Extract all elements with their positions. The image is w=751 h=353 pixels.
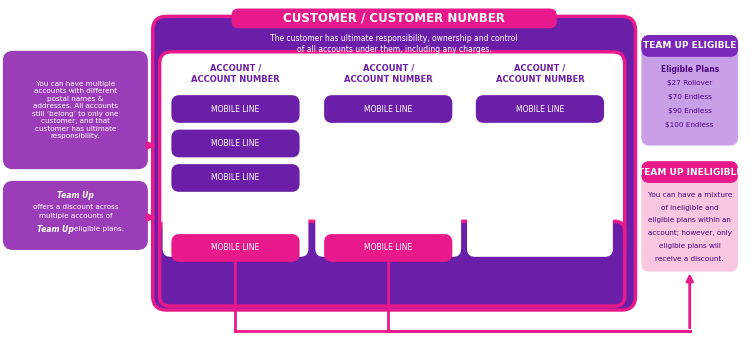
FancyBboxPatch shape	[467, 54, 613, 257]
FancyBboxPatch shape	[152, 16, 635, 310]
FancyBboxPatch shape	[315, 54, 461, 257]
Text: eligible plans will: eligible plans will	[659, 243, 721, 249]
Text: You can have multiple
accounts with different
postal names &
addresses. All acco: You can have multiple accounts with diff…	[32, 81, 119, 139]
Text: $27 Rollover: $27 Rollover	[667, 80, 713, 86]
Text: Team Up: Team Up	[57, 191, 94, 200]
Text: eligible plans within an: eligible plans within an	[648, 217, 731, 223]
FancyBboxPatch shape	[173, 165, 299, 191]
Text: Team Up: Team Up	[38, 225, 74, 234]
FancyBboxPatch shape	[642, 162, 737, 182]
Text: The customer has ultimate responsibility, ownership and control
of all accounts : The customer has ultimate responsibility…	[270, 34, 518, 54]
Text: Eligible Plans: Eligible Plans	[661, 65, 719, 74]
FancyBboxPatch shape	[173, 131, 299, 156]
Text: offers a discount across: offers a discount across	[32, 204, 118, 210]
Text: of ineligible and: of ineligible and	[661, 204, 719, 210]
Text: TEAM UP INELIGIBLE: TEAM UP INELIGIBLE	[638, 168, 742, 176]
Text: ACCOUNT /
ACCOUNT NUMBER: ACCOUNT / ACCOUNT NUMBER	[496, 64, 584, 84]
Text: MOBILE LINE: MOBILE LINE	[211, 139, 260, 148]
Text: receive a discount.: receive a discount.	[656, 256, 724, 262]
FancyBboxPatch shape	[642, 36, 737, 144]
Text: MOBILE LINE: MOBILE LINE	[211, 244, 260, 252]
Text: You can have a mixture: You can have a mixture	[647, 192, 732, 198]
FancyBboxPatch shape	[173, 235, 299, 261]
Text: MOBILE LINE: MOBILE LINE	[364, 244, 412, 252]
FancyBboxPatch shape	[231, 8, 556, 28]
Text: account; however, only: account; however, only	[647, 230, 731, 236]
Text: MOBILE LINE: MOBILE LINE	[211, 173, 260, 183]
FancyBboxPatch shape	[642, 36, 737, 56]
Text: eligible plans.: eligible plans.	[74, 226, 124, 232]
Text: CUSTOMER / CUSTOMER NUMBER: CUSTOMER / CUSTOMER NUMBER	[283, 12, 505, 25]
FancyBboxPatch shape	[642, 162, 737, 271]
Text: ACCOUNT /
ACCOUNT NUMBER: ACCOUNT / ACCOUNT NUMBER	[191, 64, 280, 84]
FancyBboxPatch shape	[162, 54, 309, 257]
FancyBboxPatch shape	[325, 235, 451, 261]
Text: $90 Endless: $90 Endless	[668, 108, 712, 114]
FancyBboxPatch shape	[4, 52, 146, 168]
FancyBboxPatch shape	[160, 221, 625, 306]
Text: MOBILE LINE: MOBILE LINE	[516, 104, 564, 114]
Text: MOBILE LINE: MOBILE LINE	[211, 104, 260, 114]
Text: TEAM UP ELIGIBLE: TEAM UP ELIGIBLE	[643, 41, 737, 50]
Text: MOBILE LINE: MOBILE LINE	[364, 104, 412, 114]
Text: $100 Endless: $100 Endless	[665, 122, 714, 128]
FancyBboxPatch shape	[4, 182, 146, 249]
FancyBboxPatch shape	[477, 96, 603, 122]
Text: ACCOUNT /
ACCOUNT NUMBER: ACCOUNT / ACCOUNT NUMBER	[344, 64, 433, 84]
FancyBboxPatch shape	[160, 52, 625, 259]
FancyBboxPatch shape	[325, 96, 451, 122]
Text: $70 Endless: $70 Endless	[668, 94, 712, 100]
FancyBboxPatch shape	[173, 96, 299, 122]
Text: multiple accounts of: multiple accounts of	[38, 214, 112, 220]
